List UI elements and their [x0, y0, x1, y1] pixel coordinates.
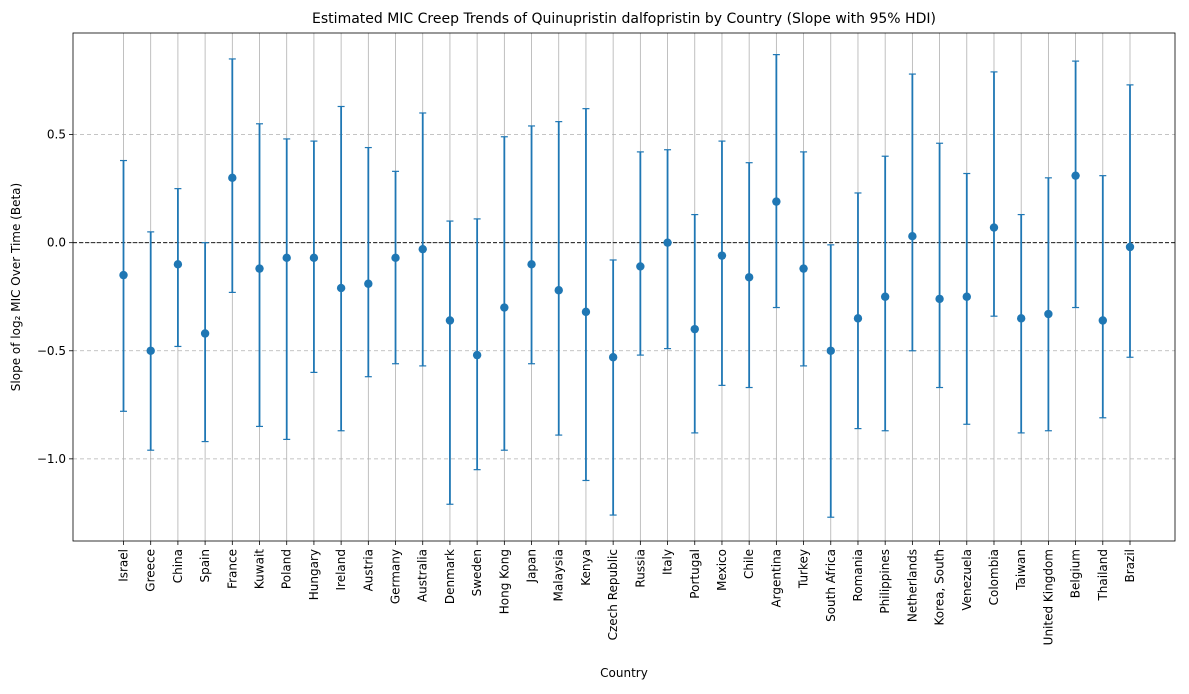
x-tick-label: Taiwan [1014, 549, 1028, 591]
x-tick-label: Argentina [769, 549, 783, 608]
x-tick-label: Czech Republic [606, 549, 620, 640]
y-tick-label: −1.0 [37, 452, 66, 466]
data-point [309, 253, 319, 263]
x-tick-label: Russia [633, 549, 647, 588]
x-tick-label: Venezuela [960, 549, 974, 611]
y-axis-label: Slope of log₂ MIC Over Time (Beta) [9, 183, 23, 391]
data-point [255, 264, 264, 273]
x-tick-label: Portugal [688, 549, 702, 599]
x-tick-label: South Africa [824, 549, 838, 622]
x-tick-label: Spain [198, 549, 212, 583]
x-tick-layer: Israel Greece China Spain France Kuwait Poland… [117, 541, 1137, 645]
data-point [962, 292, 971, 301]
x-tick-label: Mexico [715, 549, 729, 591]
x-tick-label: Hungary [307, 549, 321, 600]
data-point [690, 324, 699, 334]
y-tick-label: 0.5 [47, 128, 66, 142]
point-layer [119, 171, 1135, 362]
data-point [472, 350, 482, 360]
data-point [418, 244, 427, 254]
data-point [228, 173, 237, 183]
x-tick-label: Thailand [1096, 549, 1110, 602]
grid-layer [73, 33, 1175, 541]
x-tick-label: Ireland [334, 549, 348, 591]
y-tick-label: 0.0 [47, 236, 66, 250]
data-point [500, 303, 509, 312]
x-tick-label: Germany [389, 549, 403, 604]
data-point [636, 262, 645, 271]
data-point [146, 346, 155, 355]
x-tick-label: Greece [144, 549, 158, 592]
data-point [717, 251, 727, 260]
x-tick-label: Poland [280, 549, 294, 589]
x-tick-label: Sweden [470, 549, 484, 596]
data-point [663, 238, 672, 247]
x-tick-label: Chile [742, 549, 756, 579]
x-axis-label: Country [600, 666, 648, 680]
data-point [581, 307, 591, 317]
x-tick-label: United Kingdom [1041, 549, 1055, 645]
data-point [744, 273, 754, 282]
data-point [853, 314, 863, 323]
errorbar-layer [120, 54, 1134, 518]
data-point [364, 279, 373, 288]
x-tick-label: Israel [117, 549, 131, 582]
data-point [1044, 309, 1053, 319]
data-point [1071, 171, 1080, 180]
data-point [282, 253, 291, 263]
data-point [200, 329, 210, 338]
x-tick-label: Belgium [1069, 549, 1083, 598]
y-tick-label: −0.5 [37, 344, 66, 358]
data-point [1098, 316, 1107, 325]
y-tick-layer: 0.5 0.0 −0.5 −1.0 [37, 128, 73, 466]
x-tick-label: Brazil [1123, 549, 1137, 583]
data-point [527, 260, 536, 269]
data-point [799, 264, 808, 273]
x-tick-label: Colombia [987, 549, 1001, 605]
data-point [1125, 242, 1135, 252]
x-tick-label: Korea, South [933, 549, 947, 626]
data-point [336, 283, 346, 293]
x-tick-label: Kuwait [253, 549, 267, 589]
x-tick-label: Malaysia [552, 549, 566, 601]
plot-frame [72, 32, 1176, 542]
x-tick-label: France [225, 549, 239, 589]
x-tick-label: China [171, 549, 185, 583]
data-point [989, 223, 999, 232]
x-tick-label: Kenya [579, 549, 593, 586]
x-tick-label: Denmark [443, 549, 457, 604]
x-tick-label: Japan [525, 549, 539, 583]
data-point [608, 353, 618, 362]
data-point [935, 294, 944, 304]
chart-title: Estimated MIC Creep Trends of Quinuprist… [312, 11, 936, 27]
x-tick-label: Turkey [797, 549, 811, 589]
data-point [445, 316, 455, 325]
data-point [391, 253, 400, 263]
data-point [173, 260, 183, 269]
x-tick-label: Italy [661, 549, 675, 575]
x-tick-label: Hong Kong [497, 549, 511, 614]
data-point [772, 197, 781, 206]
data-point [1016, 314, 1026, 323]
x-tick-label: Romania [851, 549, 865, 601]
x-tick-label: Austria [361, 549, 375, 591]
x-tick-label: Philippines [878, 549, 892, 614]
data-point [554, 286, 563, 295]
x-tick-label: Netherlands [905, 549, 919, 622]
data-point [826, 346, 835, 355]
x-tick-label: Australia [416, 549, 430, 602]
data-point [119, 270, 128, 280]
data-point [880, 292, 890, 301]
data-point [908, 232, 917, 241]
